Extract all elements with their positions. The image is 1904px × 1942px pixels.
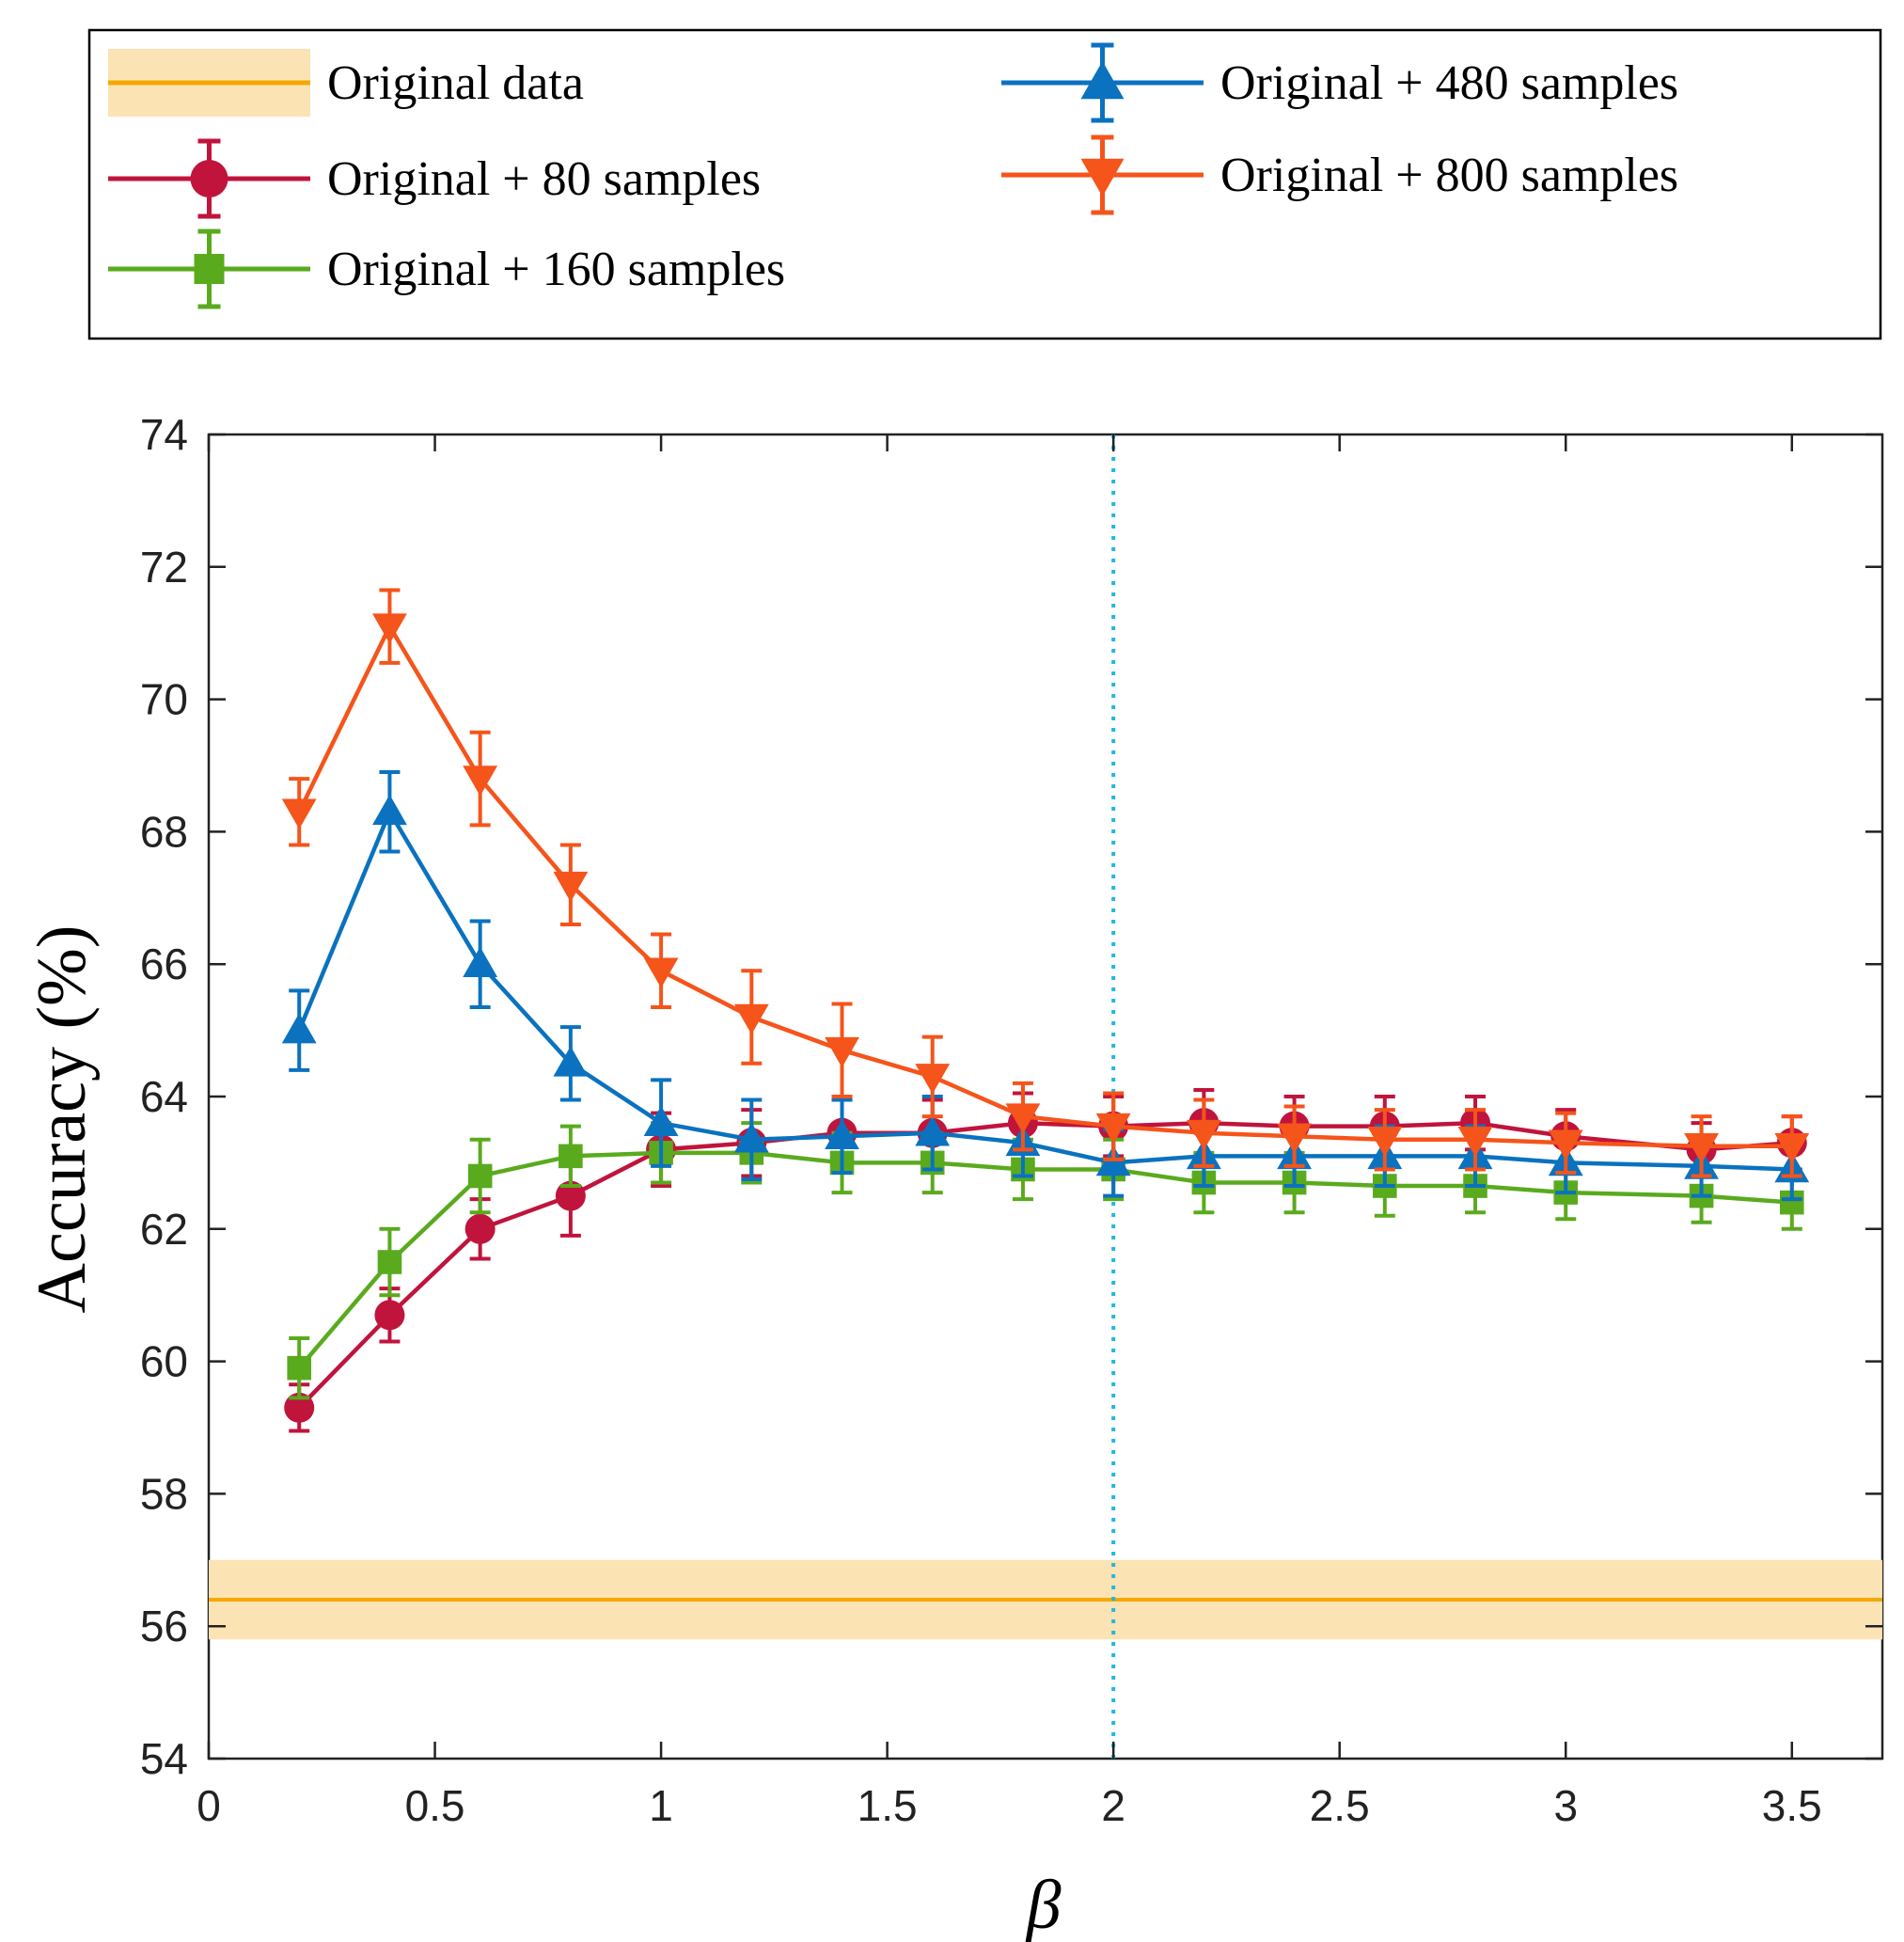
data-point xyxy=(284,1392,315,1423)
data-point xyxy=(733,1122,769,1153)
y-tick-label: 70 xyxy=(140,675,188,724)
data-point xyxy=(553,1046,589,1077)
y-tick-label: 56 xyxy=(140,1602,188,1650)
series-line xyxy=(297,807,1792,1172)
data-point xyxy=(281,1013,317,1044)
data-point xyxy=(825,1118,859,1150)
legend-entry: Original + 160 samples xyxy=(108,229,785,309)
data-point xyxy=(1548,1129,1583,1160)
data-point xyxy=(372,613,407,644)
y-tick-label: 62 xyxy=(140,1205,188,1254)
legend-entry: Original data xyxy=(108,49,584,117)
x-tick-label: 2 xyxy=(1101,1781,1125,1830)
legend-label: Original + 80 samples xyxy=(327,152,761,206)
y-tick-label: 68 xyxy=(140,807,188,856)
series-line xyxy=(297,622,1792,1149)
y-axis-title: Accuracy (%) xyxy=(24,925,101,1314)
data-point xyxy=(1277,1123,1312,1154)
data-point xyxy=(1005,1103,1041,1134)
legend-entry: Original + 800 samples xyxy=(1001,134,1678,215)
series-group xyxy=(281,588,1810,1178)
x-tick-label: 2.5 xyxy=(1310,1781,1370,1830)
data-point xyxy=(555,1180,586,1211)
data-point xyxy=(1186,1119,1221,1151)
legend-entry: Original + 80 samples xyxy=(108,138,761,219)
legend-entry: Original + 480 samples xyxy=(1001,42,1678,123)
legend-label: Original data xyxy=(327,56,584,110)
data-point xyxy=(733,1003,769,1034)
plot-area: 54 56 58 60 62 64 66 68 70 72 74 0 0.5 1 1.5 2 2.5 3 3.5 xyxy=(140,410,1884,1830)
y-tick-label: 64 xyxy=(140,1072,188,1121)
data-point xyxy=(1095,1113,1131,1145)
data-point xyxy=(559,1144,583,1169)
data-point xyxy=(374,1300,405,1331)
y-tick-label: 58 xyxy=(140,1469,188,1518)
legend-label: Original + 800 samples xyxy=(1220,149,1678,202)
y-tick-label: 72 xyxy=(140,543,188,592)
legend-marker xyxy=(1080,158,1125,197)
data-point xyxy=(915,1115,951,1146)
data-point xyxy=(1367,1126,1403,1158)
legend-marker xyxy=(190,160,228,197)
x-tick-label: 3 xyxy=(1553,1781,1578,1830)
legend-frame xyxy=(87,28,1882,340)
x-tick-label: 0.5 xyxy=(405,1781,465,1830)
legend: Original data Original + 80 samples Origin… xyxy=(87,28,1882,340)
x-tick-label: 1 xyxy=(649,1781,673,1830)
x-tick-label: 1.5 xyxy=(858,1781,918,1830)
data-point xyxy=(377,1250,402,1274)
data-point xyxy=(643,957,679,988)
data-point xyxy=(467,1163,493,1189)
data-point xyxy=(1774,1133,1810,1164)
data-point xyxy=(464,1213,496,1244)
data-point xyxy=(825,1036,859,1068)
data-point xyxy=(463,946,498,977)
y-tick-label: 60 xyxy=(140,1337,188,1386)
data-point xyxy=(1457,1126,1493,1158)
legend-label: Original + 160 samples xyxy=(327,243,785,296)
y-tick-label: 74 xyxy=(140,410,188,459)
data-point xyxy=(643,1105,679,1136)
data-point xyxy=(372,794,407,826)
data-point xyxy=(287,1355,312,1381)
y-tick-label: 66 xyxy=(140,939,188,988)
x-tick-label: 3.5 xyxy=(1762,1781,1822,1830)
x-tick-label: 0 xyxy=(197,1781,221,1830)
legend-marker xyxy=(194,254,225,284)
data-point xyxy=(1684,1133,1719,1164)
data-point xyxy=(915,1064,951,1095)
data-point xyxy=(553,871,589,903)
x-axis-title: β xyxy=(1025,1867,1062,1942)
data-point xyxy=(281,798,317,829)
y-tick-label: 54 xyxy=(140,1734,188,1783)
series-group xyxy=(284,1087,1807,1433)
data-point xyxy=(463,766,498,797)
legend-label: Original + 480 samples xyxy=(1220,56,1678,110)
legend-marker xyxy=(1080,61,1125,100)
